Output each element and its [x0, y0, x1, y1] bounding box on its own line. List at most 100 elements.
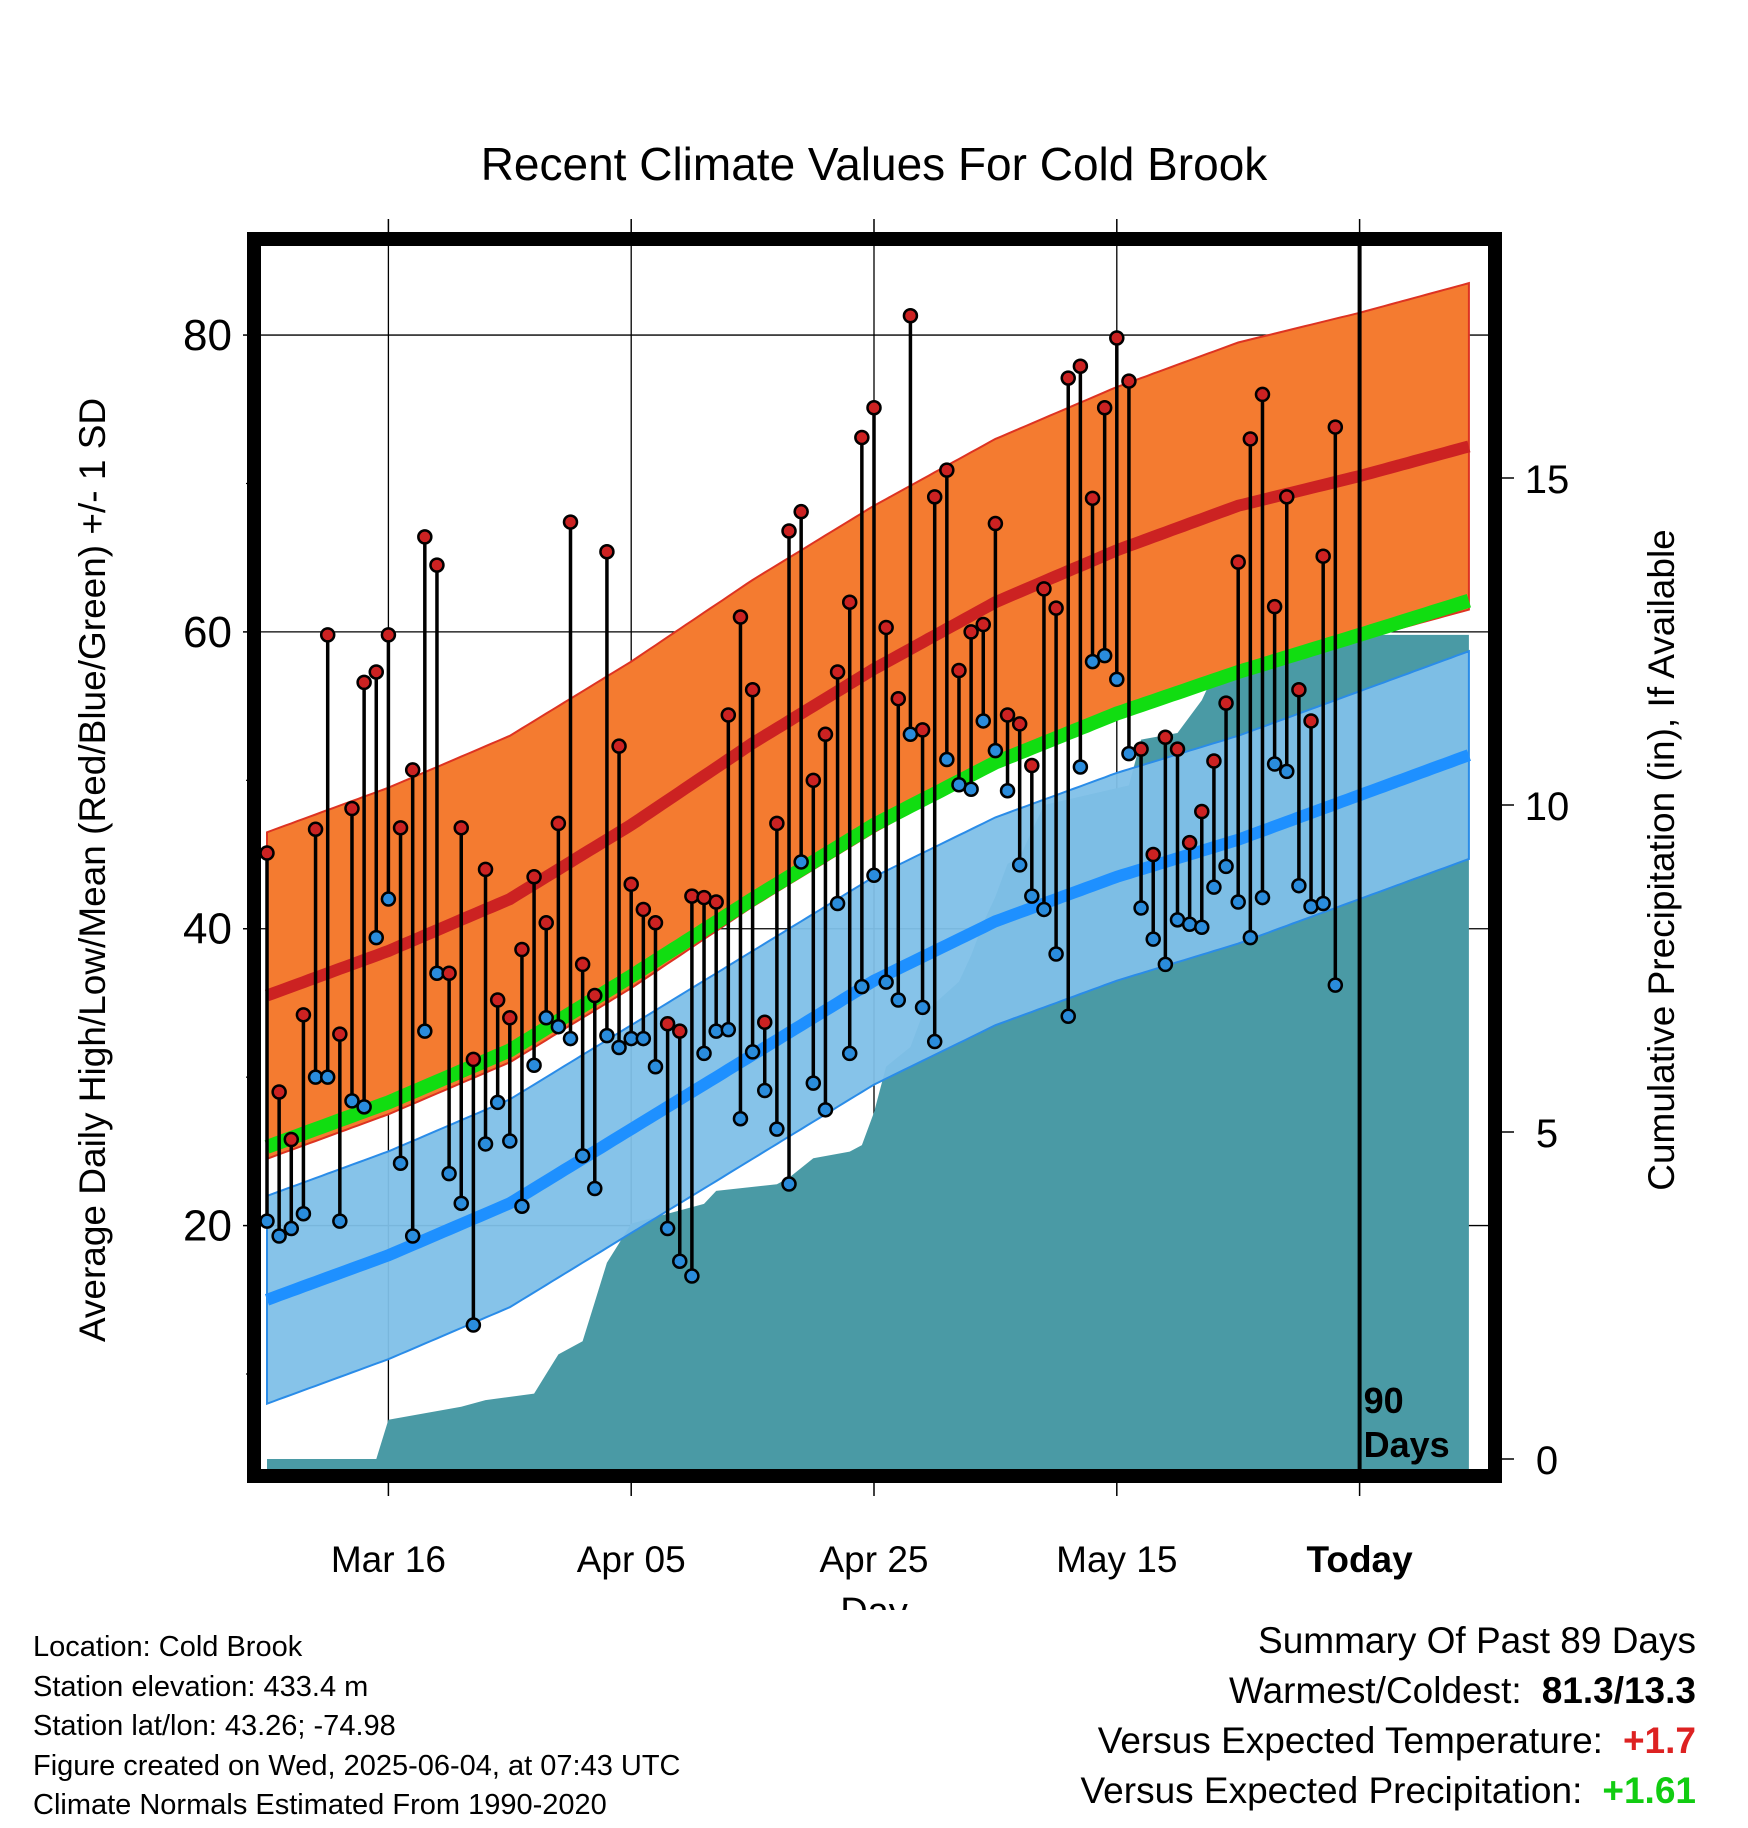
- daily-low-point: [829, 895, 846, 912]
- daily-high-point: [332, 1026, 348, 1042]
- daily-high-point: [1303, 713, 1319, 729]
- daily-high-point: [477, 861, 494, 878]
- daily-high-point: [1181, 834, 1198, 851]
- daily-low-point: [599, 1027, 615, 1044]
- daily-low-point: [684, 1268, 700, 1284]
- daily-high-point: [1024, 757, 1040, 774]
- daily-high-point: [1145, 846, 1161, 863]
- daily-low-point: [793, 854, 809, 870]
- daily-low-point: [1060, 1008, 1076, 1025]
- daily-low-point: [926, 1033, 943, 1050]
- high-sd-band: [266, 281, 1470, 1161]
- daily-low-point: [963, 781, 979, 797]
- daily-high-point: [307, 821, 324, 838]
- daily-low-point: [854, 978, 870, 995]
- daily-low-point: [1291, 877, 1307, 894]
- daily-low-point: [769, 1121, 785, 1137]
- daily-low-point: [453, 1195, 469, 1212]
- daily-high-point: [793, 503, 809, 520]
- daily-high-point: [841, 594, 858, 610]
- daily-low-point: [1024, 888, 1040, 904]
- summary-temp-row: Versus Expected Temperature: +1.7: [1081, 1716, 1696, 1766]
- y2-axis-label: Cumulative Precipitation (in), If Availa…: [1641, 529, 1682, 1191]
- x-axis-label: Day: [840, 1591, 908, 1610]
- x-tick-label: Apr 05: [577, 1539, 686, 1580]
- daily-high-point: [672, 1023, 688, 1039]
- daily-low-point: [611, 1039, 627, 1056]
- daily-high-point: [1315, 548, 1331, 564]
- daily-low-point: [1133, 900, 1149, 916]
- daily-high-point: [465, 1051, 482, 1068]
- daily-low-point: [356, 1099, 372, 1115]
- daily-low-point: [1303, 898, 1319, 915]
- daily-low-point: [1072, 759, 1089, 775]
- daily-low-point: [696, 1045, 712, 1062]
- daily-low-point: [1230, 894, 1246, 910]
- daily-high-point: [999, 707, 1016, 723]
- daily-observations: [261, 308, 1344, 1333]
- daily-high-point: [429, 557, 445, 573]
- normal-high-line: [264, 440, 1471, 1002]
- precip-value: +1.61: [1602, 1770, 1696, 1811]
- daily-low-point: [890, 992, 907, 1008]
- daily-low-point: [380, 891, 397, 907]
- daily-low-point: [514, 1198, 530, 1215]
- daily-low-point: [1194, 919, 1210, 936]
- daily-low-point: [756, 1082, 773, 1099]
- low-sd-band: [266, 649, 1470, 1406]
- daily-high-point: [611, 738, 627, 754]
- summary-warmest-row: Warmest/Coldest: 81.3/13.3: [1081, 1666, 1696, 1716]
- daily-high-point: [1230, 554, 1246, 570]
- daily-high-point: [587, 987, 603, 1004]
- daily-low-point: [1206, 879, 1222, 895]
- daily-high-point: [526, 869, 542, 885]
- daily-high-point: [914, 722, 931, 738]
- today-marker-line: Days: [1364, 1424, 1450, 1465]
- summary-title: Summary Of Past 89 Days: [1258, 1620, 1696, 1661]
- daily-low-point: [344, 1093, 360, 1109]
- daily-low-point: [404, 1228, 421, 1244]
- daily-low-point: [866, 867, 882, 884]
- daily-high-point: [1060, 370, 1076, 386]
- daily-low-point: [659, 1220, 676, 1237]
- daily-low-point: [283, 1220, 300, 1237]
- daily-high-point: [392, 820, 409, 836]
- daily-low-point: [332, 1213, 348, 1229]
- daily-low-point: [417, 1023, 433, 1039]
- daily-high-point: [1072, 358, 1089, 374]
- daily-low-point: [392, 1155, 409, 1171]
- daily-high-point: [1109, 330, 1125, 346]
- daily-high-point: [1096, 400, 1113, 416]
- warmest-label: Warmest/Coldest:: [1229, 1670, 1522, 1711]
- y-tick-label: 60: [183, 608, 232, 657]
- daily-low-point: [975, 713, 992, 729]
- daily-high-point: [781, 523, 797, 539]
- daily-high-point: [574, 956, 591, 973]
- daily-high-point: [647, 915, 664, 931]
- daily-low-point: [319, 1069, 336, 1085]
- daily-low-point: [477, 1136, 494, 1152]
- temp-value: +1.7: [1622, 1720, 1696, 1761]
- x-tick-label: May 15: [1056, 1539, 1177, 1580]
- daily-high-point: [1084, 490, 1101, 507]
- latlon-text: Station lat/lon: 43.26; -74.98: [33, 1710, 396, 1742]
- y-tick-label: 20: [183, 1202, 232, 1251]
- daily-high-point: [623, 876, 639, 892]
- daily-high-point: [417, 529, 433, 545]
- y2-tick-label: 10: [1525, 785, 1570, 829]
- daily-high-point: [926, 489, 943, 505]
- daily-low-point: [914, 999, 931, 1016]
- daily-high-point: [261, 845, 275, 861]
- daily-high-point: [720, 707, 737, 723]
- daily-high-point: [453, 820, 469, 836]
- daily-high-point: [951, 662, 967, 679]
- daily-low-point: [295, 1205, 312, 1222]
- daily-high-point: [489, 992, 506, 1008]
- daily-high-point: [817, 726, 834, 743]
- daily-low-point: [550, 1018, 567, 1035]
- summary-panel: Summary Of Past 89 Days Warmest/Coldest:…: [1081, 1616, 1696, 1816]
- daily-high-point: [744, 682, 761, 698]
- daily-low-point: [805, 1075, 822, 1091]
- daily-high-point: [368, 664, 385, 680]
- y-axis-label: Average Daily High/Low/Mean (Red/Blue/Gr…: [72, 398, 113, 1342]
